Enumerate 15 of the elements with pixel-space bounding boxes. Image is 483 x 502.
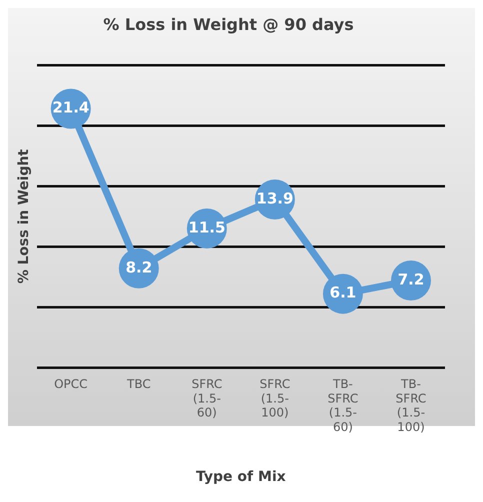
data-label: 11.5 bbox=[188, 218, 226, 236]
x-tick-label: TB-SFRC (1.5-60) bbox=[328, 376, 358, 434]
data-label: 21.4 bbox=[52, 98, 90, 117]
x-tick-label: SFRC (1.5-60) bbox=[192, 376, 222, 420]
data-label: 7.2 bbox=[398, 270, 424, 288]
x-axis-title: Type of Mix bbox=[196, 469, 286, 486]
chart-title: % Loss in Weight @ 90 days bbox=[103, 14, 354, 34]
x-tick-label: OPCC bbox=[54, 376, 88, 391]
data-label: 6.1 bbox=[330, 284, 356, 302]
data-label: 8.2 bbox=[126, 258, 152, 276]
y-axis-title: % Loss in Weight bbox=[16, 148, 32, 284]
x-tick-label: TBC bbox=[126, 376, 151, 391]
x-tick-label: TB-SFRC (1.5-100) bbox=[396, 376, 426, 434]
x-tick-label: SFRC (1.5-100) bbox=[260, 376, 290, 420]
data-label: 13.9 bbox=[256, 189, 294, 208]
